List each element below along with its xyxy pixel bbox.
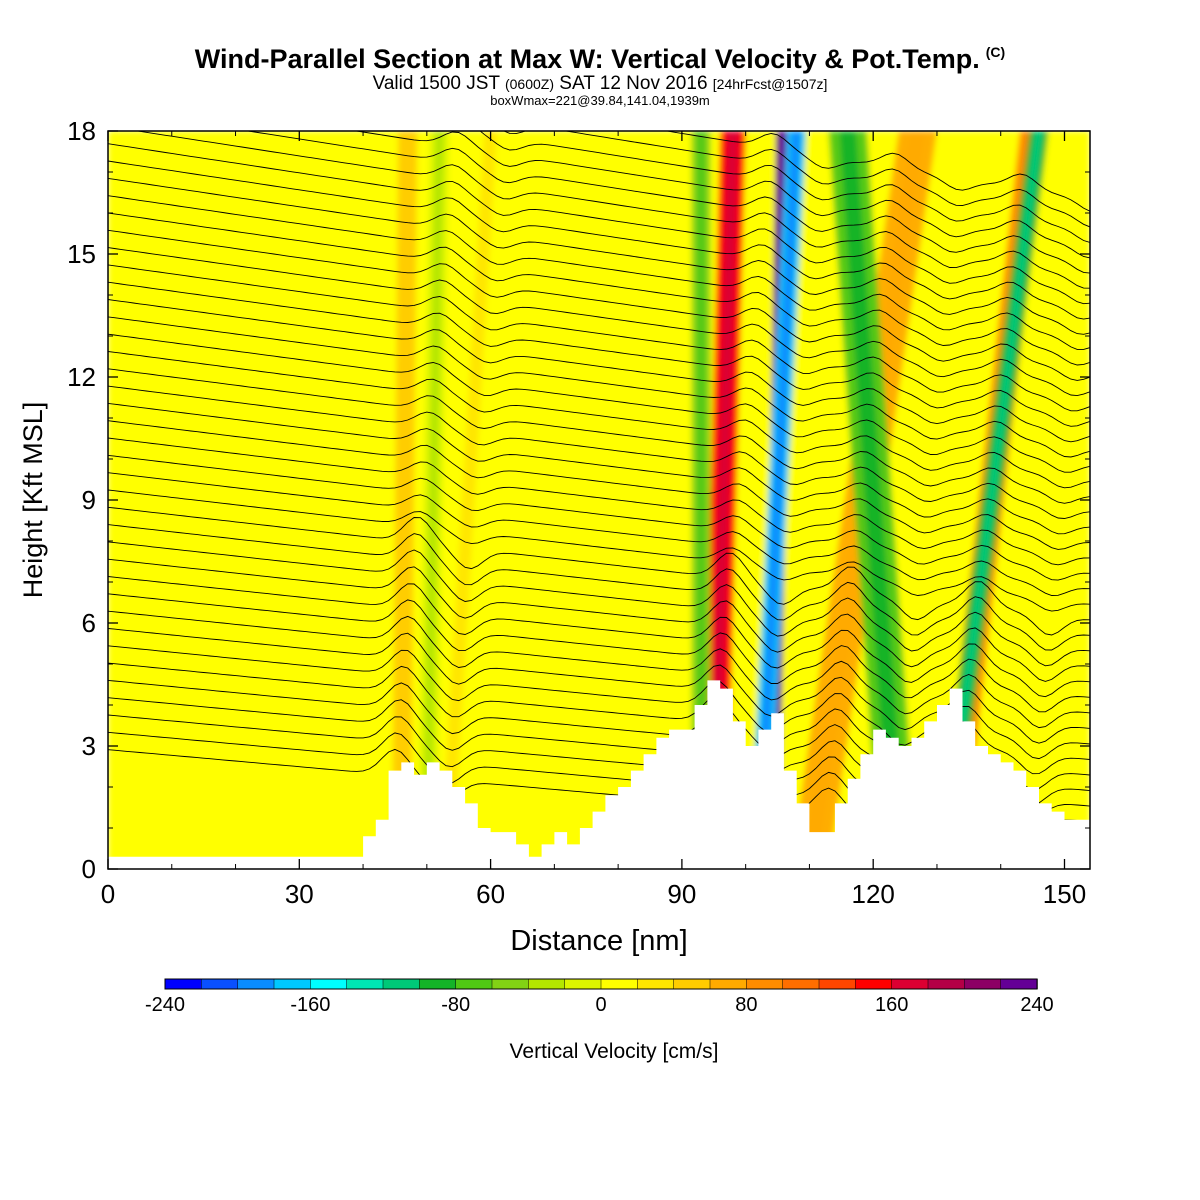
isentrope-line	[108, 576, 1090, 698]
colorbar-swatch	[818, 978, 857, 990]
y-tick-label: 15	[67, 239, 96, 269]
colorbar-tick-label: 240	[1020, 994, 1053, 1016]
box-info: boxWmax=221@39.84,141.04,1939m	[490, 93, 710, 108]
updraft-band-core	[397, 131, 413, 869]
x-tick-label: 60	[476, 879, 505, 909]
isentrope-line	[108, 247, 1090, 397]
isentrope-line	[108, 212, 1090, 366]
colorbar-tick-label: 80	[735, 994, 757, 1016]
colorbar-swatch	[310, 978, 348, 990]
y-tick-label: 0	[82, 854, 96, 884]
updraft-band-core	[443, 131, 494, 869]
colorbar-tick-label: -160	[290, 994, 330, 1016]
colorbar-swatch	[491, 978, 530, 990]
y-tick-label: 9	[82, 485, 96, 515]
isentrope-line	[108, 558, 1090, 682]
colorbar-label: Vertical Velocity [cm/s]	[510, 1040, 719, 1063]
isentrope-line	[108, 385, 1090, 519]
y-tick-label: 3	[82, 731, 96, 761]
valid-time: Valid 1500 JST	[372, 73, 500, 94]
colorbar-swatch	[528, 978, 566, 990]
isentrope-line	[353, 131, 1090, 259]
colorbar-tick-label: 160	[875, 994, 908, 1016]
isentrope-line	[108, 420, 1090, 550]
isentrope-line	[479, 131, 1090, 243]
colorbar-swatch	[855, 978, 893, 990]
isentrope-line	[108, 160, 1090, 320]
isentrope-line	[108, 506, 1090, 636]
colorbar-swatch	[419, 978, 457, 990]
isentrope-line	[134, 131, 1090, 289]
isentrope-line	[108, 368, 1090, 504]
colorbar-swatch	[673, 978, 711, 990]
downdraft-band-core	[422, 131, 444, 869]
isentrope-line	[108, 299, 1090, 443]
isentrope-line	[108, 454, 1090, 581]
y-tick-label: 6	[82, 608, 96, 638]
x-axis-label: Distance [nm]	[510, 925, 687, 957]
isentrope-line	[108, 281, 1090, 427]
colorbar-swatch	[273, 978, 312, 990]
y-tick-label: 12	[67, 362, 96, 392]
colorbar-swatch	[964, 978, 1002, 990]
colorbar-swatch	[382, 978, 421, 990]
isentrope-line	[108, 316, 1090, 458]
colorbar-swatch	[637, 978, 675, 990]
isentrope-line	[108, 333, 1090, 473]
x-tick-label: 30	[285, 879, 314, 909]
colorbar-swatch	[746, 978, 784, 990]
colorbar-swatch	[891, 978, 929, 990]
x-tick-label: 0	[101, 879, 115, 909]
isentrope-line	[108, 229, 1090, 381]
isentrope-line	[108, 264, 1090, 412]
colorbar-swatch	[201, 978, 239, 990]
isentrope-line	[503, 131, 1090, 228]
valid-utc: (0600Z)	[504, 76, 554, 92]
colorbar-swatch	[782, 978, 820, 990]
colorbar-swatch	[1000, 978, 1038, 990]
isentrope-line	[108, 402, 1090, 535]
chart-title: Wind-Parallel Section at Max W: Vertical…	[194, 44, 1006, 74]
colorbar-swatch	[455, 978, 493, 990]
downdraft-band-core	[754, 131, 801, 869]
colorbar-swatch	[927, 978, 966, 990]
isentrope-line	[108, 472, 1090, 596]
isentrope-line	[108, 351, 1090, 489]
isentrope-line	[245, 131, 1090, 274]
colorbar-tick-label: -80	[441, 994, 470, 1016]
colorbar-frame	[164, 978, 1038, 990]
isentrope-line	[108, 177, 1090, 335]
x-tick-label: 90	[667, 879, 696, 909]
y-axis-label: Height [Kft MSL]	[18, 402, 48, 599]
isentrope-line	[108, 143, 1090, 305]
colorbar-swatch	[564, 978, 602, 990]
isentrope-line	[664, 131, 1090, 212]
copyright-mark: (C)	[985, 44, 1006, 60]
isentrope-line	[108, 593, 1090, 713]
colorbar-tick-label: -240	[145, 994, 185, 1016]
y-tick-label: 18	[67, 116, 96, 146]
downdraft-band-core	[839, 131, 908, 869]
colorbar-swatch	[600, 978, 639, 990]
isentrope-line	[108, 195, 1090, 350]
isentrope-line	[108, 541, 1090, 667]
x-tick-label: 120	[851, 879, 894, 909]
colorbar-swatch	[346, 978, 384, 990]
colorbar-tick-label: 0	[595, 994, 606, 1016]
forecast-info: [24hrFcst@1507z]	[712, 76, 828, 92]
isentrope-line	[108, 628, 1090, 744]
chart-subtitle: Valid 1500 JST (0600Z) SAT 12 Nov 2016 […	[0, 73, 1200, 95]
colorbar-swatch	[237, 978, 275, 990]
terrain-mask	[108, 680, 1090, 869]
isentrope-line	[108, 489, 1090, 612]
colorbar-swatch	[709, 978, 748, 990]
isentrope-line	[108, 610, 1090, 729]
valid-date: SAT 12 Nov 2016	[559, 73, 708, 94]
isentrope-line	[108, 437, 1090, 566]
x-tick-label: 150	[1043, 879, 1086, 909]
isentrope-line	[108, 524, 1090, 651]
colorbar-swatch	[164, 978, 203, 990]
